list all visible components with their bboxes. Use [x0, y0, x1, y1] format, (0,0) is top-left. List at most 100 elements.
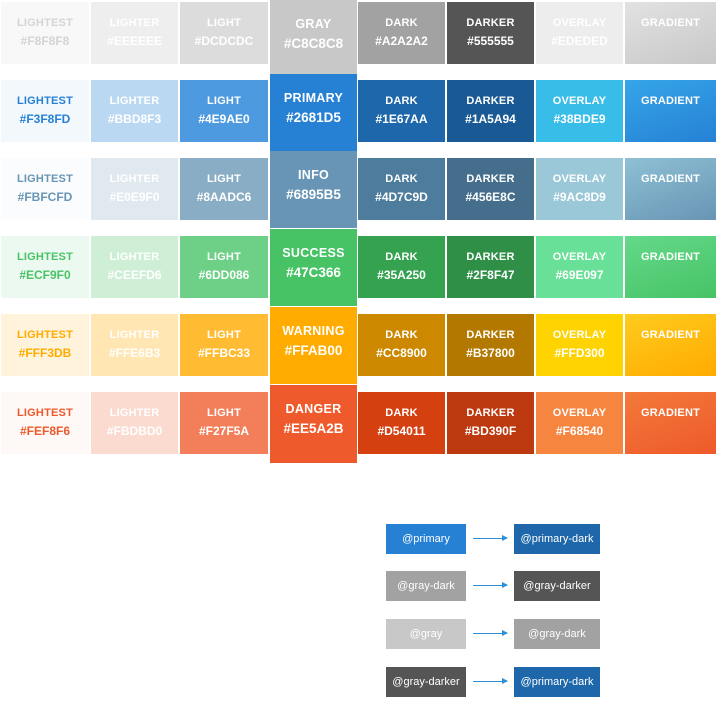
swatch-label: LIGHTEST [17, 95, 73, 107]
legend-row: @gray @gray-dark [386, 619, 602, 649]
primary-swatch-light: LIGHT #4E9AE0 [180, 80, 268, 142]
primary-swatch-darker: DARKER #1A5A94 [447, 80, 534, 142]
swatch-label: DARK [385, 17, 418, 29]
swatch-hex: #4D7C9D [375, 190, 428, 204]
primary-swatch-gradient: GRADIENT [625, 80, 716, 142]
swatch-label: LIGHTER [109, 329, 160, 341]
swatch-label: LIGHTEST [17, 17, 73, 29]
swatch-label: OVERLAY [552, 173, 607, 185]
danger-swatch-gradient: GRADIENT [625, 392, 716, 454]
swatch-label: LIGHT [207, 173, 241, 185]
swatch-hex: #CEEFD6 [107, 268, 162, 282]
swatch-hex: #FFF3DB [18, 346, 72, 360]
palette-row-warning: LIGHTEST #FFF3DB LIGHTER #FFE6B3 LIGHT #FFBC3… [0, 314, 717, 376]
gray-swatch-light: LIGHT #DCDCDC [180, 2, 268, 64]
warning-base-swatch: WARNING #FFAB00 [270, 307, 357, 384]
base-hex: #C8C8C8 [283, 36, 344, 51]
swatch-hex: #A2A2A2 [375, 34, 428, 48]
swatch-label: LIGHTEST [17, 329, 73, 341]
legend-row: @gray-dark @gray-darker [386, 571, 602, 601]
arrow-right-icon [473, 535, 508, 541]
swatch-hex: #F27F5A [198, 424, 250, 438]
legend-source-chip: @gray [386, 619, 466, 649]
swatch-hex: #B37800 [466, 346, 515, 360]
base-label: SUCCESS [282, 246, 345, 260]
swatch-hex: #FEF8F6 [19, 424, 70, 438]
swatch-hex: #FFE6B3 [108, 346, 161, 360]
swatch-label: DARK [385, 329, 418, 341]
base-hex: #47C366 [286, 265, 341, 280]
swatch-label: LIGHTER [109, 407, 160, 419]
swatch-hex: #DCDCDC [194, 34, 254, 48]
palette-row-info: LIGHTEST #FBFCFD LIGHTER #E0E9F0 LIGHT #8AADC… [0, 158, 717, 220]
swatch-label: DARKER [466, 173, 515, 185]
base-hex: #FFAB00 [284, 343, 343, 358]
base-label: GRAY [295, 17, 332, 31]
swatch-hex: #EEEEEE [107, 34, 162, 48]
swatch-hex: #6DD086 [198, 268, 250, 282]
swatch-hex: #BBD8F3 [107, 112, 162, 126]
danger-swatch-darker: DARKER #BD390F [447, 392, 534, 454]
warning-swatch-darker: DARKER #B37800 [447, 314, 534, 376]
warning-swatch-lighter: LIGHTER #FFE6B3 [91, 314, 178, 376]
legend-source-chip: @primary [386, 524, 466, 554]
swatch-label: OVERLAY [552, 95, 607, 107]
swatch-label: GRADIENT [640, 251, 701, 263]
swatch-label: LIGHTEST [17, 407, 73, 419]
base-hex: #EE5A2B [283, 421, 344, 436]
swatch-hex: #F8F8F8 [20, 34, 70, 48]
primary-swatch-lighter: LIGHTER #BBD8F3 [91, 80, 178, 142]
palette-row-danger: LIGHTEST #FEF8F6 LIGHTER #FBDBD0 LIGHT #F27F5… [0, 392, 717, 454]
legend-target-chip: @gray-dark [514, 619, 600, 649]
swatch-label: LIGHT [207, 407, 241, 419]
legend-row: @primary @primary-dark [386, 524, 602, 554]
swatch-label: DARK [385, 173, 418, 185]
swatch-label: LIGHTER [109, 95, 160, 107]
swatch-hex: #1E67AA [375, 112, 428, 126]
swatch-hex: #BD390F [464, 424, 517, 438]
base-label: PRIMARY [283, 91, 344, 105]
success-base-swatch: SUCCESS #47C366 [270, 229, 357, 306]
swatch-label: OVERLAY [552, 17, 607, 29]
color-palette: LIGHTEST #F8F8F8 LIGHTER #EEEEEE LIGHT #DCDCD… [0, 0, 717, 463]
success-swatch-darker: DARKER #2F8F47 [447, 236, 534, 298]
swatch-hex: #1A5A94 [465, 112, 516, 126]
swatch-label: DARK [385, 251, 418, 263]
swatch-label: GRADIENT [640, 17, 701, 29]
swatch-label: LIGHTEST [17, 251, 73, 263]
swatch-hex: #4E9AE0 [198, 112, 250, 126]
danger-swatch-light: LIGHT #F27F5A [180, 392, 268, 454]
gray-swatch-gradient: GRADIENT [625, 2, 716, 64]
danger-base-swatch: DANGER #EE5A2B [270, 385, 357, 463]
swatch-label: GRADIENT [640, 407, 701, 419]
swatch-hex: #FFD300 [554, 346, 605, 360]
success-swatch-gradient: GRADIENT [625, 236, 716, 298]
success-swatch-lightest: LIGHTEST #ECF9F0 [1, 236, 89, 298]
gray-base-swatch: GRAY #C8C8C8 [270, 0, 357, 77]
legend-row: @gray-darker @primary-dark [386, 667, 602, 697]
swatch-hex: #69E097 [555, 268, 604, 282]
gray-swatch-overlay: OVERLAY #EDEDED [536, 2, 623, 64]
swatch-label: DARKER [466, 407, 515, 419]
swatch-label: GRADIENT [640, 95, 701, 107]
arrow-right-icon [473, 630, 508, 636]
swatch-hex: #ECF9F0 [19, 268, 71, 282]
swatch-hex: #F3F8FD [19, 112, 71, 126]
palette-row-primary: LIGHTEST #F3F8FD LIGHTER #BBD8F3 LIGHT #4E9AE… [0, 80, 717, 142]
legend-target-chip: @primary-dark [514, 524, 600, 554]
info-swatch-light: LIGHT #8AADC6 [180, 158, 268, 220]
success-swatch-dark: DARK #35A250 [358, 236, 445, 298]
success-swatch-light: LIGHT #6DD086 [180, 236, 268, 298]
swatch-hex: #38BDE9 [553, 112, 606, 126]
primary-swatch-overlay: OVERLAY #38BDE9 [536, 80, 623, 142]
swatch-label: DARKER [466, 251, 515, 263]
info-base-swatch: INFO #6895B5 [270, 151, 357, 228]
base-label: WARNING [282, 324, 345, 338]
warning-swatch-gradient: GRADIENT [625, 314, 716, 376]
danger-swatch-lightest: LIGHTEST #FEF8F6 [1, 392, 89, 454]
warning-swatch-overlay: OVERLAY #FFD300 [536, 314, 623, 376]
base-label: INFO [297, 168, 330, 182]
swatch-label: LIGHT [207, 329, 241, 341]
info-swatch-darker: DARKER #456E8C [447, 158, 534, 220]
